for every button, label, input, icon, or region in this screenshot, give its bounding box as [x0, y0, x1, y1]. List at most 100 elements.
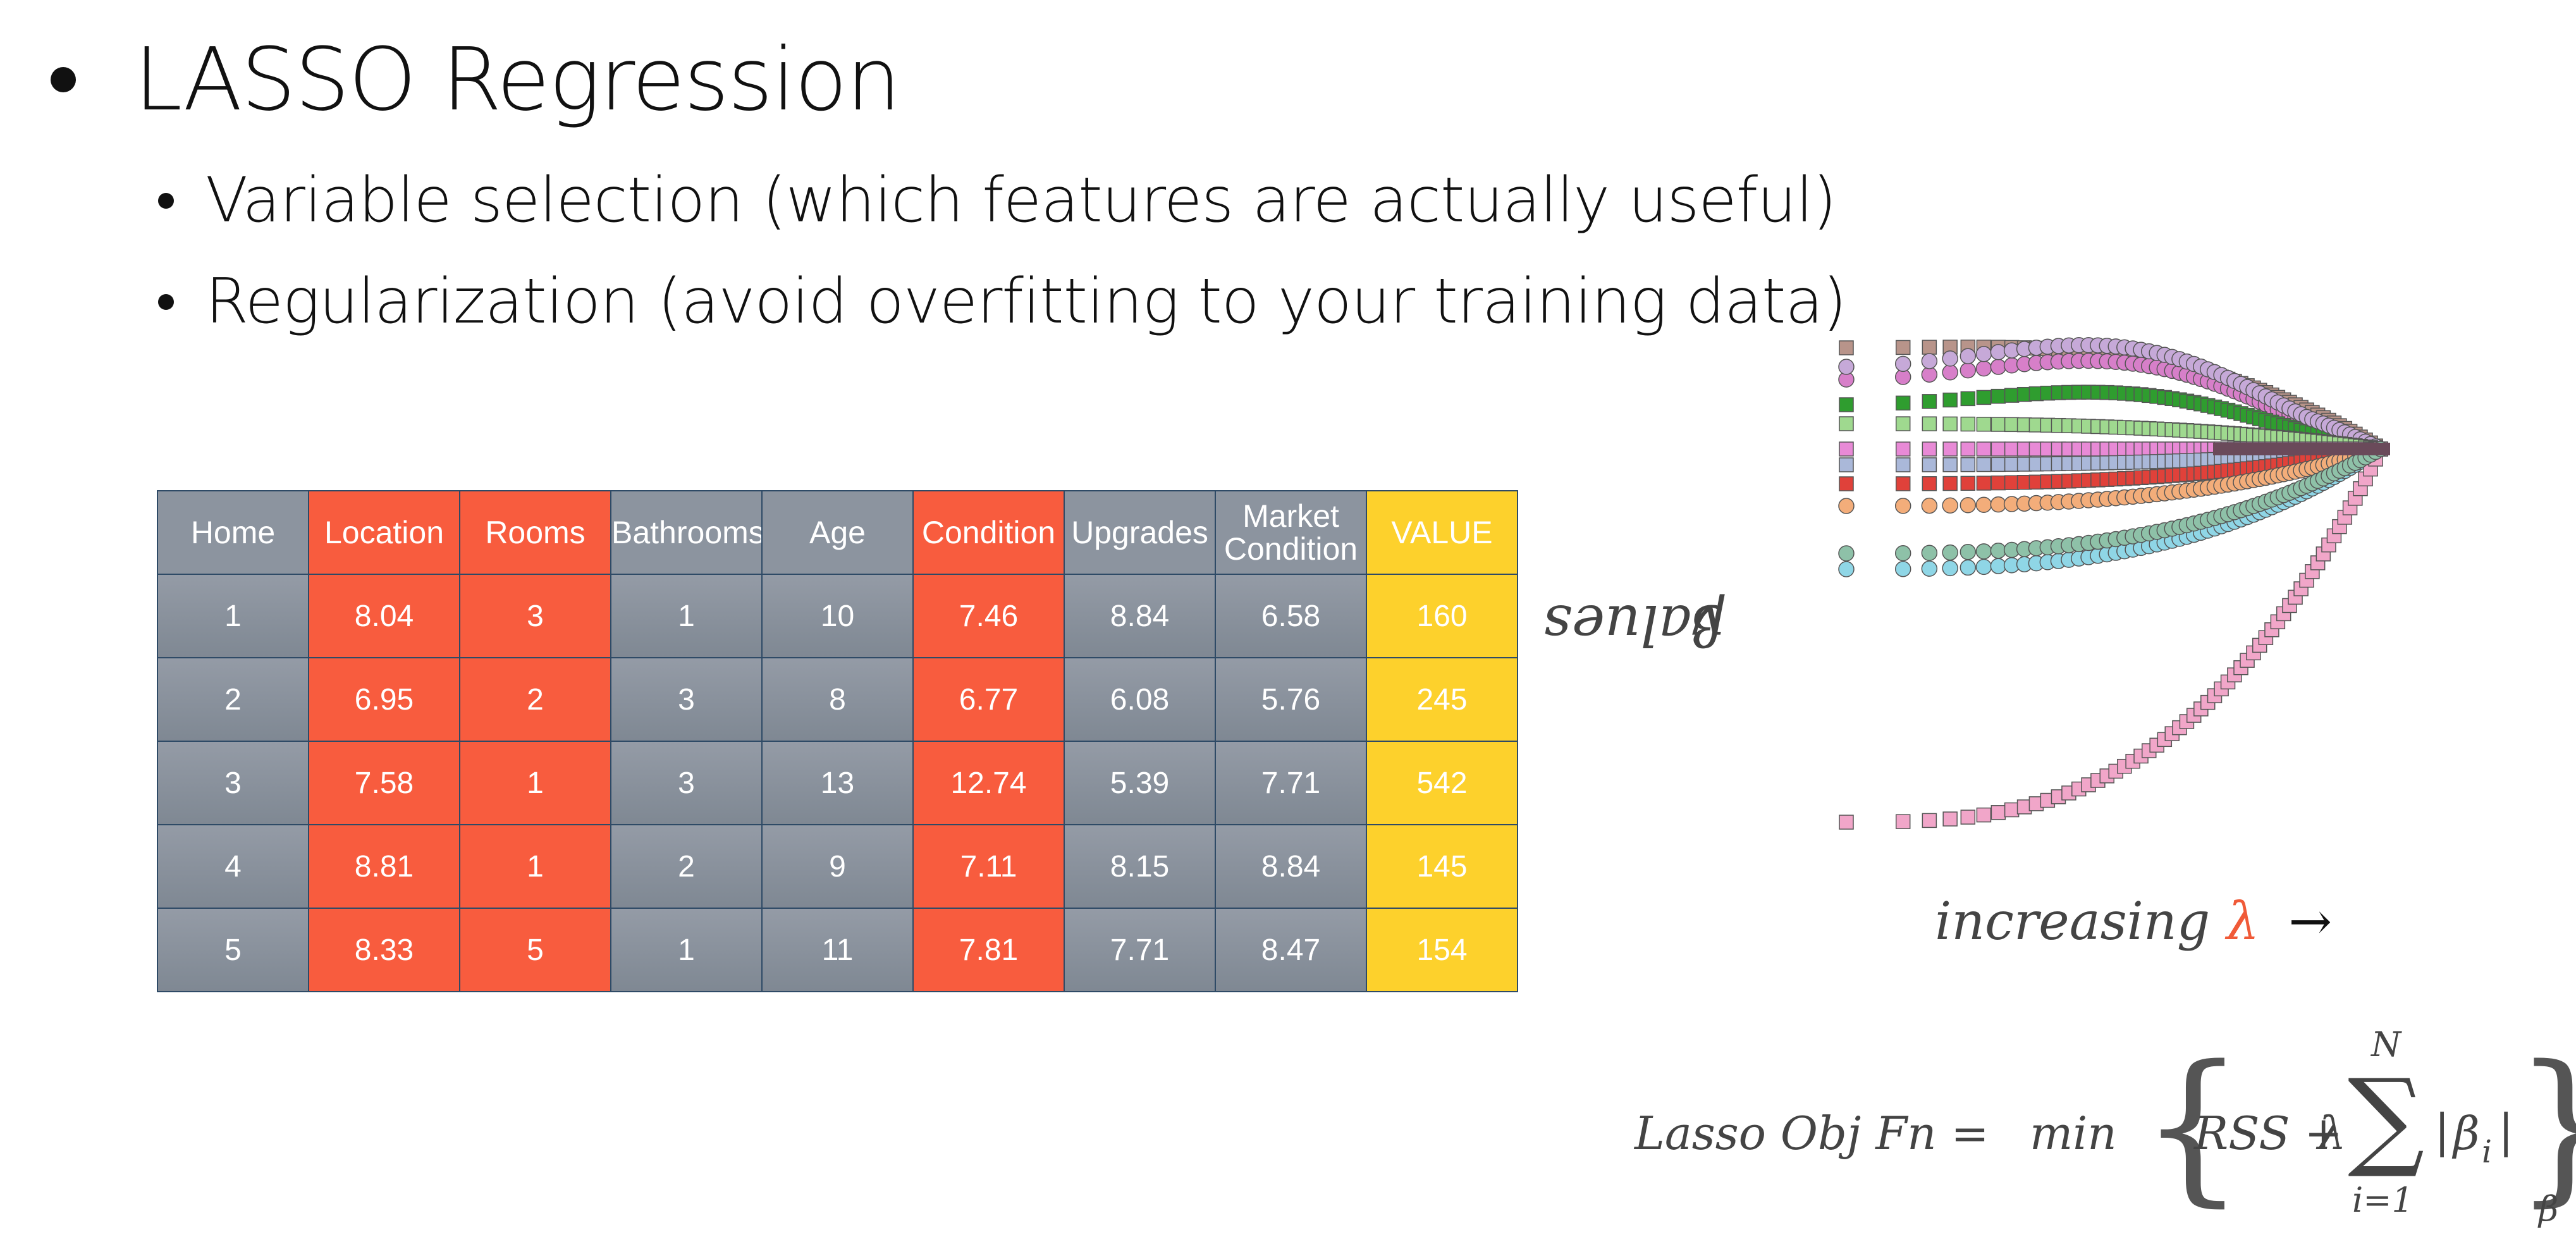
table-cell: 6.08 — [1064, 657, 1216, 742]
slide-title: LASSO Regression — [51, 37, 901, 123]
y-axis-text: values — [1543, 593, 1723, 658]
table-cell: 6.77 — [912, 657, 1065, 742]
coefficient-marker — [1839, 397, 1854, 412]
table-cell: 5 — [157, 908, 309, 992]
coefficient-marker — [1838, 561, 1855, 577]
table-cell: 2 — [610, 824, 763, 909]
coefficient-marker — [1838, 545, 1855, 562]
min-subscript: β — [2539, 1189, 2559, 1229]
table-cell: 1 — [459, 824, 611, 909]
coefficient-marker — [1990, 542, 2007, 559]
table-cell: 8.84 — [1064, 574, 1216, 658]
table-cell: 7.58 — [308, 741, 460, 825]
formula-min: min — [2030, 1107, 2117, 1160]
coefficient-marker — [1975, 360, 1992, 377]
coefficient-marker — [1839, 340, 1854, 355]
table-cell: 4 — [157, 824, 309, 909]
formula-lhs: Lasso Obj Fn = — [1635, 1107, 1989, 1160]
coefficient-marker — [1990, 417, 2006, 432]
coefficient-marker — [2004, 475, 2020, 490]
bullet-icon — [158, 192, 174, 209]
coefficient-marker — [1942, 811, 1958, 827]
column-header: Market Condition — [1215, 490, 1367, 575]
coefficient-marker — [1960, 441, 1976, 457]
coefficient-marker — [2004, 388, 2020, 403]
coefficient-marker — [1922, 813, 1937, 828]
coefficient-marker — [1960, 476, 1976, 491]
coefficient-marker — [1922, 416, 1937, 431]
column-header: Rooms — [459, 490, 611, 575]
table-cell: 6.58 — [1215, 574, 1367, 658]
coefficient-marker — [1976, 476, 1992, 491]
table-cell: 1 — [610, 574, 763, 658]
coefficient-marker — [1921, 497, 1938, 514]
coefficient-marker — [1921, 353, 1938, 369]
coefficient-marker — [1975, 558, 1992, 576]
abs-bar-left: | — [2434, 1104, 2450, 1157]
coefficient-marker — [1942, 392, 1958, 408]
coefficient-marker — [1838, 498, 1855, 514]
coefficient-marker — [1990, 359, 2007, 375]
coefficient-marker — [1976, 457, 1992, 472]
table-row: 3 7.58 1 3 13 12.74 5.39 7.71 542 — [157, 741, 1518, 825]
formula-beta-subscript: i — [2482, 1133, 2492, 1170]
table-cell: 5.76 — [1215, 657, 1367, 742]
table-cell: 542 — [1366, 741, 1518, 825]
coefficient-marker — [1895, 395, 1911, 411]
table-cell: 9 — [761, 824, 914, 909]
coefficient-marker — [1895, 457, 1911, 472]
table-cell: 2 — [157, 657, 309, 742]
formula-rss: RSS + — [2194, 1107, 2343, 1160]
coefficient-marker — [1942, 416, 1958, 432]
coefficient-marker — [1894, 560, 1911, 577]
lasso-objective-formula: Lasso Obj Fn = min { RSS + λ N ∑ i=1 | β… — [1635, 1025, 2576, 1240]
sub-bullet-text: Variable selection (which features are a… — [205, 164, 1837, 237]
coefficient-marker — [1975, 543, 1992, 560]
table-cell: 8 — [761, 657, 914, 742]
coefficient-marker — [1895, 441, 1911, 457]
coefficient-marker — [1990, 388, 2006, 404]
coefficient-marker — [1990, 344, 2007, 360]
coefficient-marker — [1839, 441, 1854, 457]
table-cell: 5.39 — [1064, 741, 1216, 825]
coefficient-marker — [1976, 807, 1992, 823]
sub-bullet-2: Regularization (avoid overfitting to you… — [158, 271, 1847, 333]
coefficient-marker — [1942, 441, 1958, 457]
coefficient-marker — [1960, 544, 1977, 560]
coefficient-marker — [1960, 362, 1977, 379]
abs-bar-right: | — [2498, 1104, 2514, 1157]
home-value-table: Home Location Rooms Bathrooms Age Condition Up… — [157, 490, 1518, 992]
sum-upper-limit: N — [2371, 1025, 2401, 1064]
table-cell: 7.71 — [1215, 741, 1367, 825]
table-cell: 12.74 — [912, 741, 1065, 825]
coefficient-marker — [1894, 545, 1911, 562]
coefficient-marker — [1975, 346, 1992, 362]
table-cell: 1 — [157, 574, 309, 658]
coefficient-marker — [1921, 545, 1938, 562]
table-cell: 160 — [1366, 574, 1518, 658]
bullet-icon — [51, 66, 76, 92]
table-cell: 7.11 — [912, 824, 1065, 909]
x-axis-text: increasing — [1935, 892, 2211, 952]
coefficient-marker — [1942, 350, 1958, 367]
column-header: VALUE — [1366, 490, 1518, 575]
right-brace-icon: } — [2513, 1031, 2576, 1222]
table-cell: 5 — [459, 908, 611, 992]
table-cell: 7.46 — [912, 574, 1065, 658]
coefficient-marker — [1895, 814, 1911, 829]
table-cell: 3 — [610, 657, 763, 742]
coefficient-marker — [2004, 457, 2020, 472]
table-cell: 7.71 — [1064, 908, 1216, 992]
table-cell: 154 — [1366, 908, 1518, 992]
coefficient-marker — [2004, 802, 2020, 818]
coefficient-marker — [1922, 441, 1937, 457]
coefficient-marker — [1921, 366, 1938, 383]
sub-bullet-1: Variable selection (which features are a… — [158, 169, 1837, 231]
table-cell: 8.33 — [308, 908, 460, 992]
summation-icon: ∑ — [2348, 1056, 2425, 1181]
table-cell: 8.15 — [1064, 824, 1216, 909]
table-cell: 3 — [459, 574, 611, 658]
table-row: 5 8.33 5 1 11 7.81 7.71 8.47 154 — [157, 908, 1518, 992]
coefficient-marker — [2004, 417, 2020, 433]
table-cell: 245 — [1366, 657, 1518, 742]
